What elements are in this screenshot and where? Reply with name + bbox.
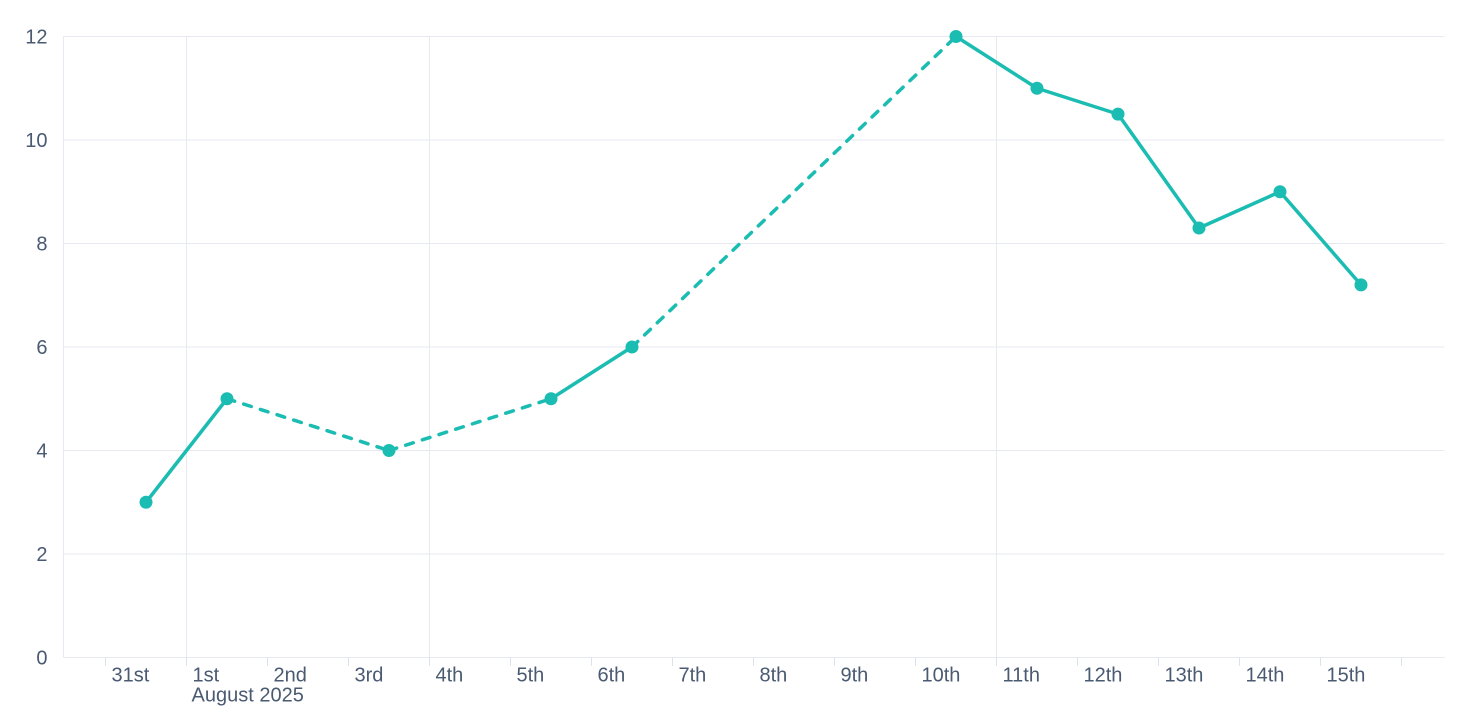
x-axis-label: 14th — [1246, 665, 1285, 687]
series-segment-solid — [1197, 190, 1282, 230]
data-point-marker[interactable] — [949, 30, 963, 43]
series-segment-dashed — [630, 34, 958, 349]
data-point-marker[interactable] — [625, 340, 639, 354]
series-segment-solid — [954, 34, 1039, 90]
x-axis-month-label: August 2025 — [192, 685, 304, 707]
series-segment-solid — [1116, 112, 1201, 230]
x-axis-label: 9th — [841, 665, 869, 687]
data-point-marker[interactable] — [1030, 81, 1044, 95]
y-axis-label: 2 — [36, 544, 47, 566]
x-axis-label: 13th — [1165, 665, 1204, 687]
y-axis-label: 0 — [36, 648, 47, 670]
x-axis-label: 6th — [598, 665, 626, 687]
data-point-marker[interactable] — [220, 392, 234, 406]
y-axis-label: 12 — [25, 27, 47, 49]
x-axis-label: 8th — [760, 665, 788, 687]
y-axis-label: 10 — [25, 130, 47, 152]
x-axis-label: 10th — [922, 665, 961, 687]
y-axis-label: 4 — [36, 441, 47, 463]
series-segment-dashed — [387, 397, 553, 453]
series-segment-solid — [1035, 86, 1120, 116]
x-axis-label: 11th — [1003, 665, 1040, 687]
series-segment-solid — [144, 397, 229, 504]
x-axis-label: 2nd — [274, 665, 307, 687]
x-axis-label: 12th — [1084, 665, 1123, 687]
data-point-marker[interactable] — [1354, 278, 1368, 292]
x-axis-label: 31st — [112, 665, 150, 687]
x-axis-label: 7th — [679, 665, 707, 687]
x-axis-label: 5th — [517, 665, 545, 687]
data-point-marker[interactable] — [1111, 107, 1125, 121]
data-point-marker[interactable] — [139, 495, 153, 509]
series-segment-solid — [1278, 190, 1363, 287]
series-segment-solid — [549, 345, 634, 401]
x-axis-label: 1st — [193, 665, 220, 687]
x-axis-label: 4th — [436, 665, 464, 687]
data-point-marker[interactable] — [544, 392, 558, 406]
y-axis-label: 8 — [36, 234, 47, 256]
data-point-marker[interactable] — [1192, 221, 1206, 235]
x-axis-label: 3rd — [355, 665, 384, 687]
y-axis-label: 6 — [36, 337, 47, 359]
data-point-marker[interactable] — [382, 444, 396, 457]
series-segment-dashed — [225, 397, 391, 453]
data-point-marker[interactable] — [1273, 185, 1287, 199]
x-axis-label: 15th — [1327, 665, 1366, 687]
